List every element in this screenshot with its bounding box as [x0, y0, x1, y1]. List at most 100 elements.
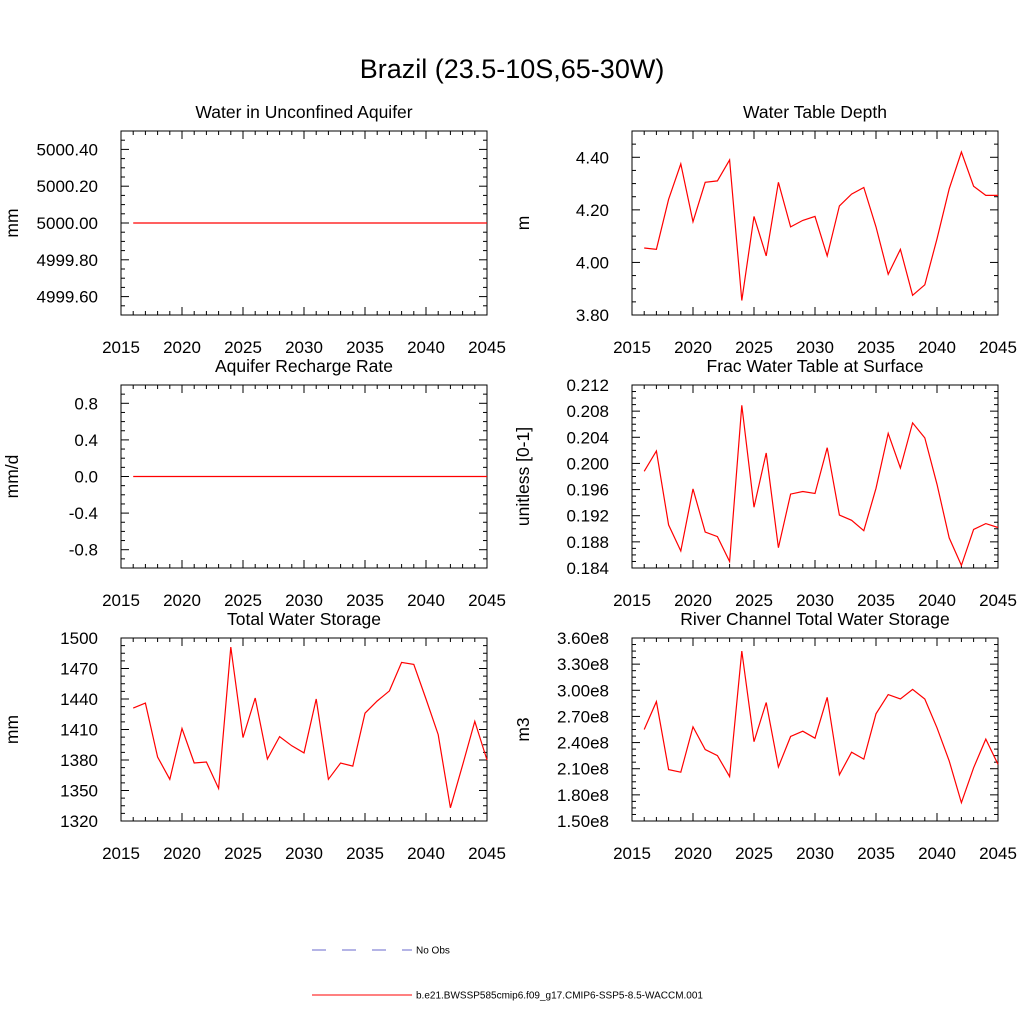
y-tick-label: 1440: [60, 690, 98, 709]
x-tick-label: 2025: [735, 338, 773, 357]
x-tick-label: 2020: [674, 591, 712, 610]
y-tick-label: 5000.20: [37, 177, 98, 196]
y-tick-label: 0.184: [566, 559, 609, 578]
plot-frame: [631, 637, 999, 822]
y-tick-label: 0.204: [566, 428, 609, 447]
x-tick-label: 2015: [613, 844, 651, 863]
y-tick-label: 0.212: [566, 376, 609, 395]
y-tick-label: 0.8: [74, 394, 98, 413]
plot-frame: [631, 130, 999, 316]
x-tick-label: 2020: [674, 338, 712, 357]
y-tick-label: 4999.60: [37, 288, 98, 307]
panel-title: Water Table Depth: [743, 102, 887, 122]
y-tick-label: 3.60e8: [557, 629, 609, 648]
panel-title: Frac Water Table at Surface: [707, 356, 924, 376]
y-tick-label: 0.4: [74, 431, 98, 450]
x-tick-label: 2035: [857, 338, 895, 357]
x-tick-label: 2020: [163, 338, 201, 357]
y-axis-label: mm: [2, 715, 22, 744]
panel-title: Total Water Storage: [227, 609, 381, 629]
y-tick-label: 1.50e8: [557, 812, 609, 831]
x-tick-label: 2020: [163, 591, 201, 610]
y-tick-label: 5000.40: [37, 140, 98, 159]
y-axis-label: m3: [513, 717, 533, 741]
series-line: [644, 150, 998, 301]
x-tick-label: 2030: [285, 338, 323, 357]
series-line: [643, 405, 999, 568]
y-tick-label: 0.208: [566, 402, 609, 421]
x-tick-label: 2025: [224, 591, 262, 610]
y-tick-label: 0.200: [566, 454, 609, 473]
y-axis-label: mm: [2, 208, 22, 237]
y-tick-label: 1470: [60, 660, 98, 679]
y-tick-label: -0.8: [69, 541, 98, 560]
x-tick-label: 2030: [796, 591, 834, 610]
y-tick-label: 2.40e8: [557, 734, 609, 753]
x-tick-label: 2025: [735, 591, 773, 610]
x-tick-label: 2045: [979, 844, 1017, 863]
x-tick-label: 2030: [285, 591, 323, 610]
y-tick-label: 1410: [60, 721, 98, 740]
x-tick-label: 2045: [979, 591, 1017, 610]
x-tick-label: 2025: [224, 844, 262, 863]
series-line: [643, 651, 999, 805]
panel-title: River Channel Total Water Storage: [680, 609, 949, 629]
x-tick-label: 2035: [346, 338, 384, 357]
x-tick-label: 2030: [796, 338, 834, 357]
legend-label-model: b.e21.BWSSP585cmip6.f09_g17.CMIP6-SSP5-8…: [416, 991, 703, 1002]
y-tick-label: 0.196: [566, 481, 609, 500]
x-tick-label: 2040: [407, 338, 445, 357]
x-tick-label: 2045: [468, 844, 506, 863]
y-tick-label: 0.188: [566, 533, 609, 552]
y-tick-label: 1.80e8: [557, 786, 609, 805]
y-tick-label: 1320: [60, 812, 98, 831]
y-axis-label: unitless [0-1]: [513, 427, 533, 526]
x-tick-label: 2045: [468, 591, 506, 610]
chart-panel-2: Water Table Depth 2015 2020 2025 2030 2035 204…: [513, 102, 1017, 357]
y-tick-label: 4999.80: [37, 251, 98, 270]
x-tick-label: 2015: [613, 591, 651, 610]
legend-label-no-obs: No Obs: [416, 946, 450, 957]
x-tick-label: 2040: [918, 591, 956, 610]
y-tick-label: 2.70e8: [557, 707, 609, 726]
x-tick-label: 2025: [224, 338, 262, 357]
panel-title: Aquifer Recharge Rate: [215, 356, 393, 376]
x-tick-label: 2020: [163, 844, 201, 863]
y-axis-label: m: [513, 216, 533, 231]
plot-frame: [631, 384, 999, 569]
y-axis-label: mm/d: [2, 455, 22, 499]
x-tick-label: 2030: [285, 844, 323, 863]
panel-title: Water in Unconfined Aquifer: [195, 102, 412, 122]
y-tick-label: 2.10e8: [557, 760, 609, 779]
y-tick-label: 1350: [60, 782, 98, 801]
plot-frame: [120, 637, 488, 822]
y-tick-label: 4.00: [576, 253, 609, 272]
page-title: Brazil (23.5-10S,65-30W): [359, 54, 665, 84]
y-tick-label: 0.0: [74, 468, 98, 487]
x-tick-label: 2040: [918, 844, 956, 863]
chart-panel-3: Aquifer Recharge Rate 2015 2020 2025 2030 203…: [2, 356, 506, 610]
series-line: [132, 647, 488, 808]
y-tick-label: 1380: [60, 751, 98, 770]
y-tick-label: 3.80: [576, 306, 609, 325]
x-tick-label: 2035: [857, 844, 895, 863]
chart-panel-5: Total Water Storage 2015 2020 2025 2030 2035 2…: [2, 609, 506, 863]
x-tick-label: 2030: [796, 844, 834, 863]
x-tick-label: 2015: [102, 844, 140, 863]
chart-panel-6: River Channel Total Water Storage 2015 202…: [513, 609, 1017, 863]
y-tick-label: 3.30e8: [557, 655, 609, 674]
chart-panel-4: Frac Water Table at Surface 2015 2020 2025 2…: [513, 356, 1017, 610]
y-tick-label: 4.40: [576, 148, 609, 167]
legend: No Obs b.e21.BWSSP585cmip6.f09_g17.CMIP6…: [312, 946, 703, 1002]
y-tick-label: 3.00e8: [557, 681, 609, 700]
x-tick-label: 2035: [346, 844, 384, 863]
y-tick-label: 1500: [60, 629, 98, 648]
y-tick-label: 0.192: [566, 507, 609, 526]
x-tick-label: 2025: [735, 844, 773, 863]
y-tick-label: 5000.00: [37, 214, 98, 233]
x-tick-label: 2040: [407, 844, 445, 863]
y-tick-label: -0.4: [69, 504, 98, 523]
x-tick-label: 2035: [857, 591, 895, 610]
x-tick-label: 2045: [468, 338, 506, 357]
